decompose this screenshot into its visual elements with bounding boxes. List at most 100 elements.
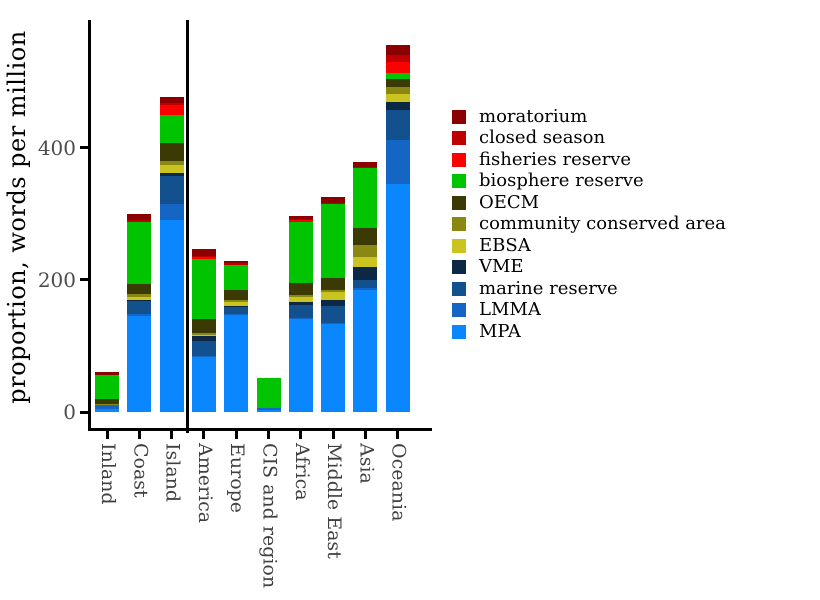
legend-label-closed-season: closed season <box>479 127 606 149</box>
segment-oceania-moratorium <box>385 44 410 56</box>
bar-island <box>159 96 184 412</box>
segment-coast-mpa <box>127 316 152 412</box>
legend-label-lmma: LMMA <box>479 299 541 321</box>
x-axis-label-cis-and-region: CIS and region <box>258 443 281 589</box>
segment-america-lmma <box>191 355 216 358</box>
segment-coast-closed-season <box>127 220 152 222</box>
legend-item-mpa: MPA <box>452 321 726 343</box>
segment-middle-east-marine-reserve <box>321 306 346 323</box>
segment-europe-lmma <box>224 313 249 315</box>
x-tick-mark-oceania <box>396 431 400 439</box>
segment-asia-marine-reserve <box>353 279 378 288</box>
segment-coast-community-conserved-area <box>127 294 152 298</box>
bar-oceania <box>385 44 410 412</box>
segment-inland-moratorium <box>95 371 119 376</box>
segment-inland-oecm <box>95 399 119 405</box>
legend: moratorium closed season fisheries reserve… <box>452 106 726 343</box>
segment-africa-oecm <box>288 283 313 296</box>
segment-inland-biosphere-reserve <box>95 375 119 400</box>
bar-america <box>191 248 216 412</box>
segment-middle-east-ebsa <box>321 291 346 300</box>
segment-africa-community-conserved-area <box>288 295 313 298</box>
segment-cis-and-region-biosphere-reserve <box>256 378 281 409</box>
segment-inland-community-conserved-area <box>95 404 119 406</box>
segment-oceania-closed-season <box>385 55 410 62</box>
segment-oceania-marine-reserve <box>385 109 410 140</box>
bar-africa <box>288 215 313 412</box>
segment-oceania-fisheries-reserve <box>385 61 410 73</box>
segment-oceania-community-conserved-area <box>385 86 410 95</box>
y-axis-line <box>88 20 91 431</box>
segment-europe-mpa <box>224 314 249 412</box>
legend-item-oecm: OECM <box>452 192 726 214</box>
segment-cis-and-region-mpa <box>256 410 281 412</box>
y-tick-label-0: 0 <box>63 400 76 424</box>
segment-europe-biosphere-reserve <box>224 265 249 290</box>
segment-america-marine-reserve <box>191 341 216 356</box>
legend-swatch-fisheries-reserve <box>452 152 466 167</box>
legend-item-lmma: LMMA <box>452 300 726 322</box>
segment-asia-oecm <box>353 227 378 246</box>
segment-europe-oecm <box>224 289 249 301</box>
segment-island-vme <box>159 173 184 177</box>
segment-america-fisheries-reserve <box>191 257 216 260</box>
bar-inland <box>95 371 119 412</box>
legend-swatch-mpa <box>452 324 466 339</box>
segment-middle-east-oecm <box>321 277 346 290</box>
segment-middle-east-closed-season <box>321 202 346 204</box>
x-axis-line <box>88 428 432 431</box>
x-tick-mark-inland <box>105 431 109 439</box>
x-axis-label-inland: Inland <box>97 443 119 505</box>
segment-asia-vme <box>353 266 378 280</box>
segment-middle-east-community-conserved-area <box>321 289 346 292</box>
segment-asia-moratorium <box>353 162 378 167</box>
x-tick-mark-coast <box>137 431 141 439</box>
segment-oceania-mpa <box>385 183 410 412</box>
segment-america-moratorium <box>191 248 216 257</box>
segment-coast-oecm <box>127 284 152 295</box>
segment-island-mpa <box>159 220 184 412</box>
segment-asia-closed-season <box>353 166 378 169</box>
legend-label-fisheries-reserve: fisheries reserve <box>479 148 632 170</box>
segment-america-ebsa <box>191 334 216 337</box>
segment-europe-community-conserved-area <box>224 300 249 302</box>
segment-europe-moratorium <box>224 261 249 264</box>
bar-middle-east <box>321 197 346 412</box>
legend-swatch-biosphere-reserve <box>452 174 466 189</box>
x-tick-mark-island <box>170 431 174 439</box>
legend-swatch-oecm <box>452 195 466 210</box>
segment-africa-biosphere-reserve <box>288 221 313 284</box>
segment-oceania-lmma <box>385 139 410 184</box>
legend-swatch-lmma <box>452 303 466 318</box>
segment-america-biosphere-reserve <box>191 259 216 319</box>
segment-island-closed-season <box>159 103 184 106</box>
legend-label-mpa: MPA <box>479 320 521 342</box>
x-axis-label-oceania: Oceania <box>387 443 410 522</box>
segment-island-lmma <box>159 203 184 221</box>
x-tick-mark-america <box>202 431 206 439</box>
segment-island-ebsa <box>159 165 184 174</box>
x-axis-label-europe: Europe <box>226 443 249 514</box>
y-tick-mark-200 <box>80 278 88 282</box>
segment-europe-marine-reserve <box>224 306 249 314</box>
x-axis-label-middle-east: Middle East <box>323 443 346 559</box>
legend-swatch-vme <box>452 260 466 275</box>
legend-label-ebsa: EBSA <box>479 234 531 256</box>
segment-america-community-conserved-area <box>191 333 216 335</box>
x-axis-label-island: Island <box>161 443 184 503</box>
x-tick-mark-middle-east <box>331 431 335 439</box>
legend-swatch-closed-season <box>452 131 466 146</box>
segment-asia-community-conserved-area <box>353 245 378 257</box>
x-axis-label-asia: Asia <box>355 443 378 484</box>
legend-swatch-marine-reserve <box>452 281 466 296</box>
segment-coast-lmma <box>127 314 152 317</box>
segment-cis-and-region-lmma <box>256 408 281 411</box>
segment-middle-east-vme <box>321 299 346 307</box>
x-tick-mark-europe <box>234 431 238 439</box>
segment-island-biosphere-reserve <box>159 115 184 144</box>
legend-item-marine-reserve: marine reserve <box>452 278 726 300</box>
bar-asia <box>353 162 378 412</box>
segment-island-community-conserved-area <box>159 160 184 166</box>
segment-africa-mpa <box>288 319 313 412</box>
legend-label-moratorium: moratorium <box>479 105 588 127</box>
